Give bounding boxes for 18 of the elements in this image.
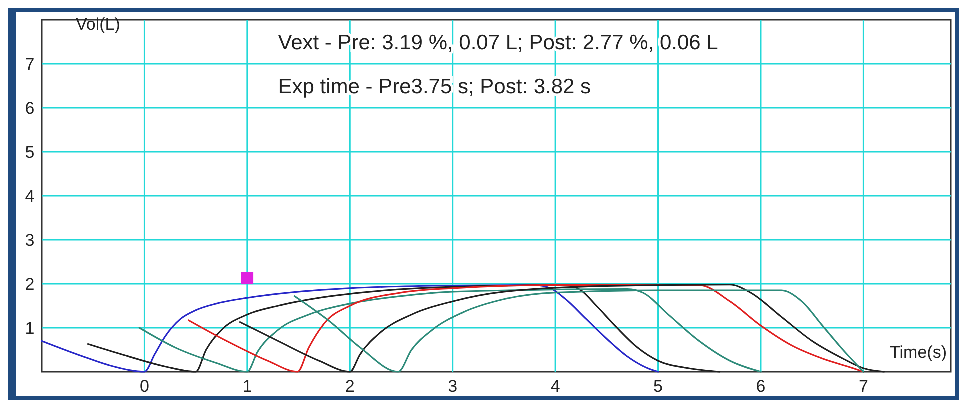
y-tick-label: 3: [25, 230, 35, 250]
line-series: [41, 284, 660, 373]
x-tick-label: 1: [242, 377, 252, 396]
x-tick-label: 6: [756, 377, 766, 396]
x-tick-label: 0: [140, 377, 150, 396]
y-tick-label: 5: [25, 142, 35, 162]
y-tick-label: 2: [25, 274, 35, 294]
x-axis-title: Time(s): [890, 343, 947, 362]
x-tick-label: 3: [448, 377, 458, 396]
x-tick-label: 2: [345, 377, 355, 396]
y-tick-label: 4: [25, 186, 35, 206]
x-tick-label: 7: [858, 377, 868, 396]
x-tick-label: 4: [550, 377, 560, 396]
y-tick-label: 7: [25, 54, 35, 74]
y-tick-label: 1: [25, 318, 35, 338]
y-tick-label: 6: [25, 98, 35, 118]
y-axis-title: Vol(L): [76, 15, 120, 34]
x-tick-label: 5: [654, 377, 664, 396]
